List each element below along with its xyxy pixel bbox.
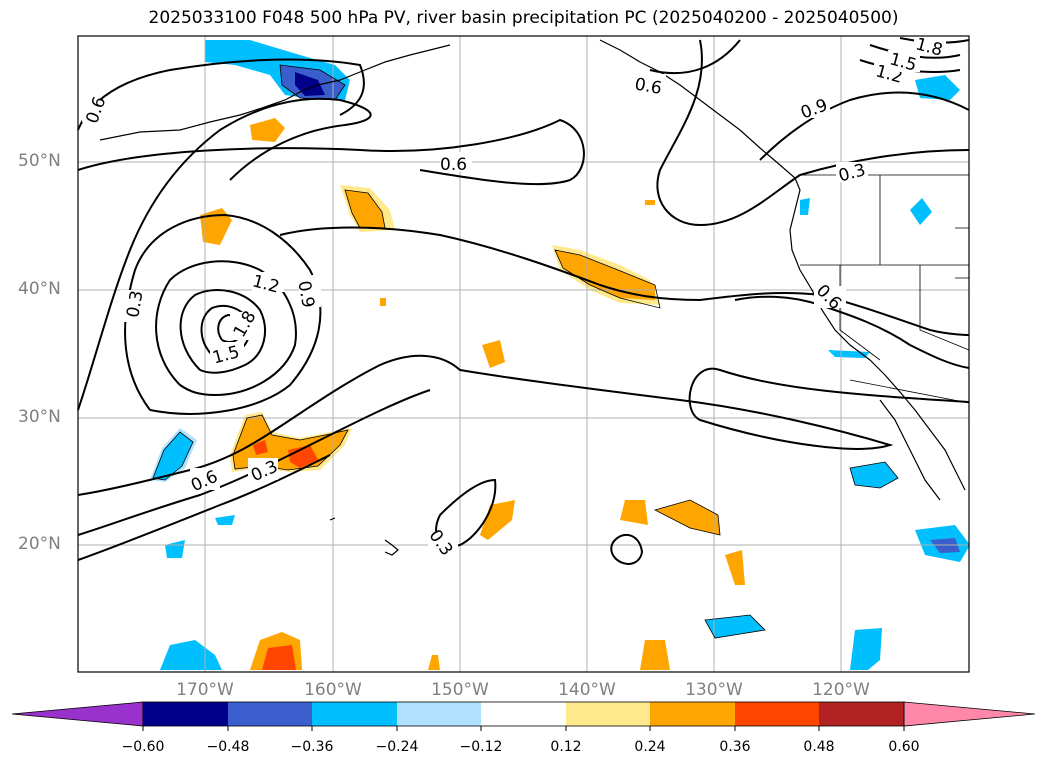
lon-label-140w: 140°W (558, 680, 616, 700)
colorbar-segment (650, 702, 735, 726)
shade-red-small (253, 440, 268, 455)
shade-orange-big-b (233, 415, 348, 470)
lon-label-130w: 130°W (685, 680, 743, 700)
colorbar-tick-label: 0.60 (888, 739, 920, 755)
contour-03-west (77, 97, 372, 411)
colorbar-segment (143, 702, 228, 726)
lon-label-170w: 170°W (176, 680, 234, 700)
contour-label-group: 0.6 0.6 0.3 1.2 0.9 1.8 1.5 0.6 0.3 0.3 … (82, 34, 946, 560)
colorbar-tick-label: −0.24 (375, 739, 419, 755)
map-title: 2025033100 F048 500 hPa PV, river basin … (148, 8, 899, 28)
contour-small-loop (610, 533, 644, 565)
shade-gulf-alaska-core (295, 72, 325, 96)
contour-jet-mid2 (734, 295, 970, 369)
colorbar-extend-right (903, 701, 1036, 727)
lat-label-30n: 30°N (18, 407, 61, 427)
lon-label-160w: 160°W (304, 680, 362, 700)
shade-blue-7 (850, 462, 898, 488)
contour-ring-12 (179, 289, 266, 374)
shade-orange-7 (480, 500, 515, 540)
shade-blue-6 (850, 628, 882, 670)
contour-jet-south (77, 354, 970, 496)
contour-jet-south3 (77, 454, 331, 561)
anomaly-outlines (152, 64, 899, 639)
shade-orange-3 (200, 208, 232, 245)
contour-06-outer (77, 118, 585, 186)
coastlines (99, 39, 966, 556)
colorbar-segment (312, 702, 397, 726)
colorbar-tick-label: 0.48 (803, 739, 835, 755)
shade-red-bottom (262, 645, 296, 670)
shade-orange-bottom3 (640, 640, 670, 670)
shade-orange-10 (725, 550, 745, 585)
shade-blue-2 (215, 515, 235, 525)
contour-jet-mid (279, 226, 970, 336)
contour-label: 0.9 (293, 279, 317, 309)
colorbar-tick-label: 0.36 (719, 739, 751, 755)
shade-blue-10 (910, 198, 932, 225)
shade-orange-9 (655, 500, 720, 535)
colorbar-tick-label: −0.12 (459, 739, 503, 755)
colorbar-tick-label: −0.36 (290, 739, 334, 755)
contour-north-06 (77, 58, 365, 131)
contour-label: 0.6 (633, 75, 663, 99)
colorbar (11, 701, 1036, 731)
shade-orange-8 (620, 500, 648, 525)
lat-label-20n: 20°N (18, 534, 61, 554)
shade-orange-1 (250, 118, 285, 142)
colorbar-tick-label: −0.60 (121, 739, 165, 755)
contour-label: 0.6 (440, 155, 467, 175)
shade-orange-bottom2 (428, 655, 440, 670)
shade-red-big (288, 445, 318, 468)
shade-orange-11 (645, 200, 655, 205)
shade-blue-1b (153, 432, 193, 480)
colorbar-segment (228, 702, 312, 726)
colorbar-segment (397, 702, 481, 726)
contour-label: 0.3 (123, 289, 147, 319)
colorbar-tick-label: 0.24 (634, 739, 666, 755)
contour-06-e (656, 39, 970, 227)
shade-blue-9 (915, 75, 960, 100)
lat-label-40n: 40°N (18, 279, 61, 299)
colorbar-tick-label: −0.48 (206, 739, 250, 755)
political-borders (800, 174, 970, 404)
shade-blue-4 (160, 640, 222, 670)
colorbar-segment (819, 702, 904, 726)
shade-orange-4b (555, 250, 655, 300)
contour-09 (759, 91, 970, 161)
shade-blue-12 (800, 198, 810, 215)
lon-label-150w: 150°W (431, 680, 489, 700)
colorbar-extend-left (11, 701, 144, 727)
lat-label-50n: 50°N (18, 151, 61, 171)
colorbar-segment (481, 702, 566, 726)
colorbar-segment (735, 702, 819, 726)
lon-label-120w: 120°W (812, 680, 870, 700)
shade-orange-6 (380, 298, 386, 306)
shade-orange-5 (482, 340, 505, 368)
colorbar-tick-label: 0.12 (550, 739, 582, 755)
colorbar-segment (566, 702, 650, 726)
graticule (78, 36, 969, 672)
precip-shading (150, 40, 970, 670)
